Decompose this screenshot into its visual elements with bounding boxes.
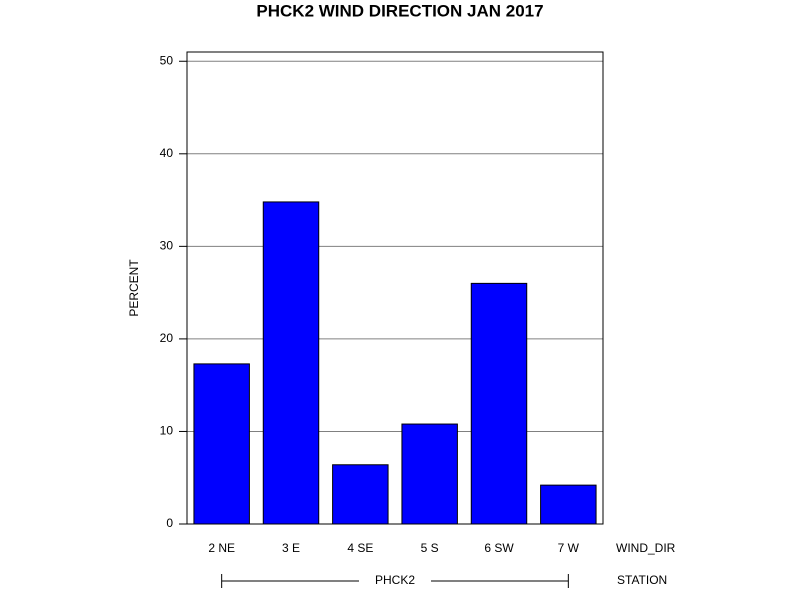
y-tick-label: 40 bbox=[160, 146, 174, 160]
chart-title: PHCK2 WIND DIRECTION JAN 2017 bbox=[256, 1, 543, 20]
y-tick-label: 20 bbox=[160, 331, 174, 345]
y-tick-label: 30 bbox=[160, 239, 174, 253]
bar bbox=[470, 282, 528, 525]
group-label: PHCK2 bbox=[375, 573, 415, 587]
y-tick-label: 10 bbox=[160, 424, 174, 438]
group-axis-label: STATION bbox=[617, 573, 667, 587]
bar bbox=[262, 201, 320, 525]
bar bbox=[332, 464, 389, 525]
bar bbox=[401, 423, 458, 525]
x-tick-label: 6 SW bbox=[484, 541, 514, 555]
plot-frame bbox=[186, 51, 604, 525]
bar bbox=[193, 363, 250, 525]
y-tick-label: 0 bbox=[166, 516, 173, 530]
x-axis-label: WIND_DIR bbox=[616, 541, 676, 555]
bar bbox=[540, 484, 597, 525]
x-tick-label: 4 SE bbox=[347, 541, 373, 555]
x-tick-label: 7 W bbox=[558, 541, 580, 555]
x-tick-label: 3 E bbox=[282, 541, 300, 555]
y-tick-label: 50 bbox=[160, 53, 174, 67]
y-axis-label: PERCENT bbox=[127, 259, 141, 317]
x-tick-label: 5 S bbox=[421, 541, 439, 555]
x-tick-label: 2 NE bbox=[208, 541, 235, 555]
